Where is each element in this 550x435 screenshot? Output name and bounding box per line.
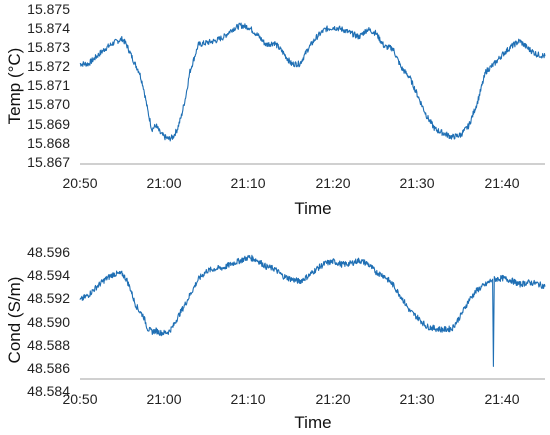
cond-x-tick: 20:50 bbox=[62, 391, 97, 407]
temp-x-ticks: 20:50 21:00 21:10 21:20 21:30 21:40 bbox=[62, 175, 519, 191]
cond-x-tick: 21:10 bbox=[230, 391, 265, 407]
cond-y-tick: 48.584 bbox=[27, 383, 70, 399]
cond-x-ticks: 20:50 21:00 21:10 21:20 21:30 21:40 bbox=[62, 391, 519, 407]
temp-chart: 15.875 15.874 15.873 15.872 15.871 15.87… bbox=[5, 1, 546, 218]
temp-y-tick: 15.872 bbox=[27, 58, 70, 74]
cond-x-tick: 21:30 bbox=[399, 391, 434, 407]
cond-y-axis-title: Cond (S/m) bbox=[5, 277, 24, 364]
cond-x-tick: 21:00 bbox=[146, 391, 181, 407]
temp-y-tick: 15.868 bbox=[27, 135, 70, 151]
cond-y-tick: 48.592 bbox=[27, 290, 70, 306]
cond-x-tick: 21:20 bbox=[315, 391, 350, 407]
temp-y-axis-title: Temp (°C) bbox=[5, 48, 24, 125]
temp-y-tick: 15.871 bbox=[27, 77, 70, 93]
temp-y-tick: 15.874 bbox=[27, 20, 70, 36]
cond-y-tick: 48.596 bbox=[27, 244, 70, 260]
temp-y-ticks: 15.875 15.874 15.873 15.872 15.871 15.87… bbox=[27, 1, 70, 170]
cond-y-tick: 48.588 bbox=[27, 337, 70, 353]
temp-y-tick: 15.869 bbox=[27, 116, 70, 132]
cond-x-axis-title: Time bbox=[294, 413, 331, 432]
temp-x-tick: 20:50 bbox=[62, 175, 97, 191]
cond-x-tick: 21:40 bbox=[484, 391, 519, 407]
temp-y-tick: 15.875 bbox=[27, 1, 70, 17]
temp-x-axis-title: Time bbox=[294, 199, 331, 218]
cond-y-tick: 48.586 bbox=[27, 360, 70, 376]
cond-chart: 48.596 48.594 48.592 48.590 48.588 48.58… bbox=[5, 244, 546, 432]
temp-x-tick: 21:10 bbox=[230, 175, 265, 191]
temp-x-tick: 21:20 bbox=[315, 175, 350, 191]
temp-x-tick: 21:00 bbox=[146, 175, 181, 191]
temp-series-line bbox=[79, 22, 546, 142]
temp-y-tick: 15.867 bbox=[27, 154, 70, 170]
temp-x-tick: 21:30 bbox=[399, 175, 434, 191]
temp-y-tick: 15.870 bbox=[27, 96, 70, 112]
cond-y-tick: 48.594 bbox=[27, 267, 70, 283]
cond-series-line bbox=[79, 254, 546, 367]
cond-y-tick: 48.590 bbox=[27, 314, 70, 330]
temp-x-tick: 21:40 bbox=[484, 175, 519, 191]
cond-y-ticks: 48.596 48.594 48.592 48.590 48.588 48.58… bbox=[27, 244, 70, 399]
temp-y-tick: 15.873 bbox=[27, 39, 70, 55]
